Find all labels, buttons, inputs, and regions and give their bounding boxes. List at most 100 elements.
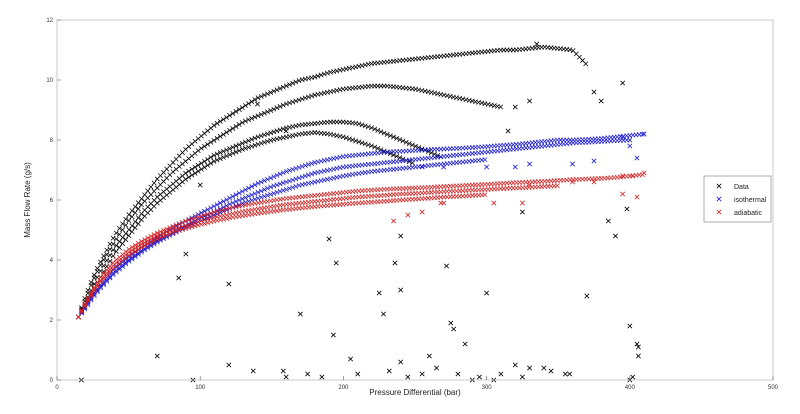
data-point <box>236 148 242 154</box>
data-point <box>400 156 406 162</box>
data-point <box>211 152 217 158</box>
data-point <box>129 214 135 220</box>
data-point <box>274 172 280 178</box>
data-point <box>233 192 239 198</box>
data-point <box>214 202 220 208</box>
data-point <box>391 218 396 224</box>
data-point <box>135 250 141 256</box>
data-point <box>627 323 633 329</box>
data-point <box>283 179 289 185</box>
data-point <box>296 164 302 170</box>
data-point <box>217 200 223 206</box>
data-point <box>398 233 404 239</box>
data-point <box>567 47 573 53</box>
data-point <box>365 142 371 148</box>
data-point <box>641 170 647 176</box>
data-point <box>220 207 226 213</box>
data-point <box>287 82 293 88</box>
data-point <box>302 95 308 101</box>
data-point <box>554 183 560 189</box>
data-point <box>290 99 296 105</box>
data-point <box>392 260 398 266</box>
data-point <box>226 281 232 287</box>
data-point <box>448 320 454 326</box>
data-point <box>239 140 245 146</box>
data-point <box>217 208 223 214</box>
data-point <box>419 209 425 215</box>
data-point <box>277 188 283 194</box>
data-point <box>444 263 449 269</box>
data-point <box>343 135 349 141</box>
data-point <box>280 187 286 193</box>
data-point <box>255 101 260 107</box>
data-point <box>161 233 167 239</box>
data-point <box>265 131 270 137</box>
data-point <box>258 179 264 185</box>
data-point <box>293 165 299 171</box>
data-point <box>239 120 245 126</box>
data-point <box>79 309 85 315</box>
data-point <box>250 368 256 374</box>
data-point <box>409 142 415 148</box>
data-point <box>214 208 220 214</box>
data-point <box>277 127 283 133</box>
data-point <box>258 194 264 200</box>
data-point <box>205 141 211 147</box>
data-point <box>315 73 321 79</box>
data-point <box>132 252 138 258</box>
data-point <box>265 109 270 115</box>
data-point <box>302 173 308 179</box>
data-point <box>519 200 525 206</box>
data-point <box>110 247 116 253</box>
data-point <box>512 362 518 368</box>
data-point <box>620 80 626 86</box>
data-point <box>271 129 277 135</box>
data-point <box>265 138 270 144</box>
legend-marker <box>716 183 722 189</box>
data-point <box>296 175 302 181</box>
data-point <box>157 235 163 241</box>
data-point <box>126 227 132 233</box>
data-point <box>135 221 141 227</box>
data-point <box>88 293 94 299</box>
data-point <box>227 146 233 152</box>
data-point <box>482 157 488 163</box>
data-point <box>239 146 245 152</box>
data-point <box>369 143 374 149</box>
data-point <box>132 225 138 231</box>
data-point <box>252 135 258 141</box>
data-point <box>381 130 387 136</box>
data-point <box>321 71 327 77</box>
data-point <box>283 168 289 174</box>
data-point <box>208 219 214 225</box>
data-point <box>455 371 461 377</box>
data-point <box>230 111 236 116</box>
data-point <box>293 183 299 189</box>
data-point <box>227 112 233 118</box>
data-point <box>265 176 270 182</box>
data-point <box>362 123 368 129</box>
data-point <box>296 182 302 188</box>
data-point <box>567 371 573 377</box>
data-point <box>527 365 533 371</box>
data-point <box>340 134 346 140</box>
data-point <box>249 192 255 198</box>
data-point <box>205 220 211 226</box>
data-point <box>192 170 198 176</box>
data-point <box>129 255 135 260</box>
data-point <box>271 88 277 94</box>
data-point <box>246 101 252 107</box>
data-point <box>519 374 525 380</box>
data-point <box>242 195 248 201</box>
data-point <box>534 41 540 47</box>
data-point <box>183 226 189 232</box>
data-point <box>123 259 129 265</box>
data-point <box>236 202 242 208</box>
data-point <box>365 124 371 130</box>
data-point <box>224 153 230 159</box>
data-point <box>634 341 640 347</box>
data-point <box>261 193 267 199</box>
data-point <box>381 311 386 317</box>
data-point <box>277 86 283 91</box>
